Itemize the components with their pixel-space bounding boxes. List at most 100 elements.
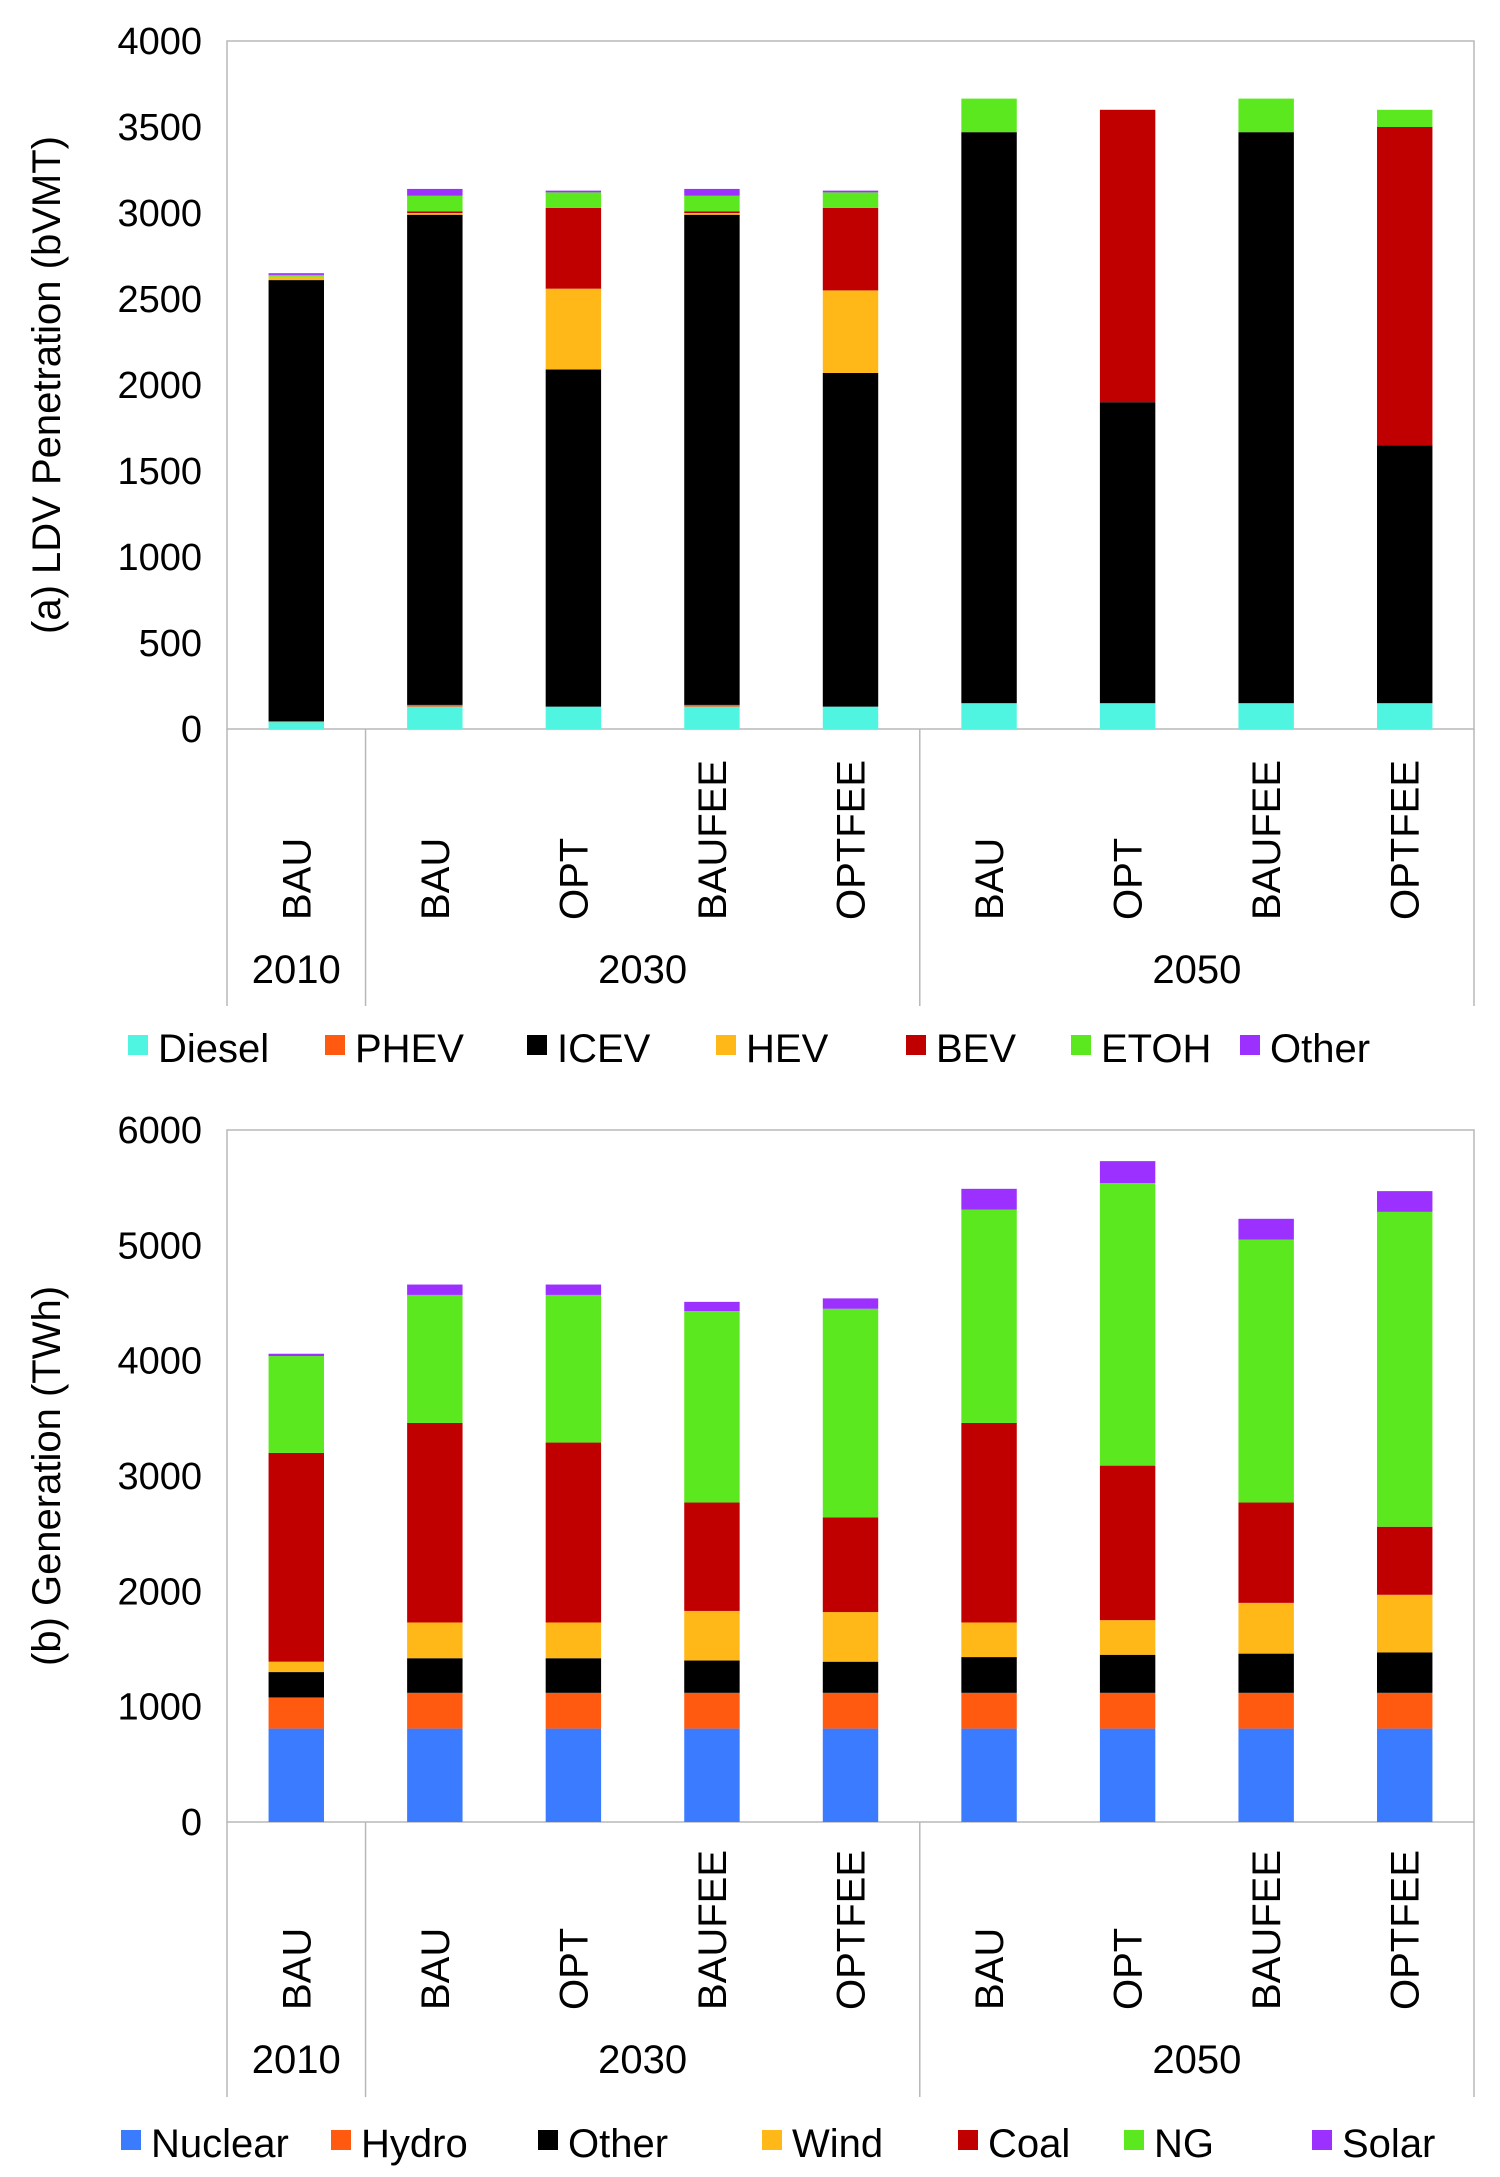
bar-segment-nuclear [822, 1728, 879, 1822]
legend-swatch [527, 1035, 547, 1055]
y-tick-label: 6000 [117, 1110, 202, 1152]
legend-label: ETOH [1101, 1027, 1211, 1071]
bar-segment-nuclear [1238, 1728, 1294, 1822]
bar-segment-ng [407, 1294, 463, 1423]
bar-segment-coal [961, 1422, 1017, 1623]
bar-segment-other [545, 190, 602, 193]
y-tick-label: 1000 [117, 1687, 202, 1729]
bar-segment-nuclear [684, 1728, 740, 1822]
legend-swatch [325, 1035, 345, 1055]
bar-segment-wind [684, 1610, 740, 1661]
legend-label: Hydro [361, 2122, 468, 2166]
bar-segment-diesel [1377, 703, 1433, 729]
bar-segment-ng [822, 1308, 879, 1518]
x-category-label: OPT [552, 1928, 596, 2010]
bar-segment-solar [268, 1353, 324, 1357]
legend-swatch [1240, 1035, 1260, 1055]
y-tick-label: 0 [181, 1802, 202, 1844]
legend-swatch [958, 2130, 978, 2150]
legend-swatch [1124, 2130, 1144, 2150]
y-tick-label: 5000 [117, 1225, 202, 1267]
y-tick-label: 1500 [117, 451, 202, 493]
legend-swatch [716, 1035, 736, 1055]
legend-swatch [1312, 2130, 1332, 2150]
bar-segment-coal [1377, 1526, 1433, 1595]
bar-segment-coal [1238, 1502, 1294, 1603]
legend-swatch [331, 2130, 351, 2150]
bar-segment-etoh [961, 98, 1017, 133]
bar-segment-coal [268, 1452, 324, 1662]
bar-segment-solar [407, 1284, 463, 1295]
bar-segment-solar [1238, 1218, 1294, 1240]
x-category-label: BAU [275, 1928, 319, 2010]
bar-segment-phev [684, 704, 740, 707]
legend-label: Diesel [158, 1027, 269, 1071]
bar-segment-ng [268, 1356, 324, 1453]
bar-segment-ng [961, 1209, 1017, 1423]
bar-segment-bev [407, 211, 463, 213]
bar-segment-icev [684, 214, 740, 705]
x-group-label: 2010 [252, 948, 341, 992]
bar-segment-wind [822, 1612, 879, 1662]
y-tick-label: 3000 [117, 193, 202, 235]
bar-segment-hydro [1099, 1692, 1156, 1729]
bar-segment-hev [268, 276, 324, 281]
x-category-label: BAU [275, 838, 319, 920]
y-axis-title: (a) LDV Penetration (bVMT) [25, 136, 69, 634]
bar-segment-solar [1377, 1191, 1433, 1212]
y-tick-label: 500 [139, 623, 202, 665]
y-tick-label: 3500 [117, 107, 202, 149]
bar-segment-icev [545, 369, 602, 707]
y-tick-label: 2500 [117, 279, 202, 321]
bar-segment-etoh [407, 195, 463, 212]
bar-segment-icev [1099, 402, 1156, 704]
bar-segment-bev [684, 211, 740, 213]
bar-segment-hydro [407, 1692, 463, 1729]
y-tick-label: 4000 [117, 21, 202, 63]
x-group-label: 2050 [1152, 948, 1241, 992]
bar-segment-solar [684, 1301, 740, 1312]
bar-segment-icev [961, 132, 1017, 704]
x-category-label: BAU [968, 1928, 1012, 2010]
y-tick-label: 2000 [117, 365, 202, 407]
legend-swatch [121, 2130, 141, 2150]
bar-segment-solar [1099, 1161, 1156, 1184]
bar-segment-etoh [684, 195, 740, 212]
bar-segment-coal [545, 1442, 602, 1623]
bar-segment-hydro [961, 1692, 1017, 1729]
bar-segment-hev [822, 290, 879, 373]
bar-segment-wind [268, 1661, 324, 1673]
bar-segment-phev [268, 721, 324, 723]
y-tick-label: 3000 [117, 1456, 202, 1498]
bar-segment-other [268, 273, 324, 275]
bar-segment-solar [545, 1284, 602, 1295]
bar-segment-wind [1099, 1620, 1156, 1655]
bar-segment-etoh [1377, 109, 1433, 127]
bar-segment-nuclear [1099, 1728, 1156, 1822]
bar-segment-solar [822, 1298, 879, 1309]
bar-segment-wind [1238, 1602, 1294, 1654]
x-category-label: OPTFEE [1384, 760, 1428, 920]
legend-swatch [128, 1035, 148, 1055]
bar-segment-hydro [268, 1697, 324, 1729]
bar-segment-etoh [545, 192, 602, 208]
x-category-label: BAUFEE [1245, 1850, 1289, 2010]
bar-segment-hev [407, 213, 463, 215]
bar-segment-etoh [1238, 98, 1294, 133]
bar-segment-hydro [1377, 1692, 1433, 1729]
x-category-label: OPTFEE [830, 760, 874, 920]
bar-segment-bev [1099, 109, 1156, 403]
legend-label: HEV [746, 1027, 829, 1071]
x-category-label: BAUFEE [691, 760, 735, 920]
bar-segment-other [822, 1661, 879, 1693]
legend-label: BEV [936, 1027, 1016, 1071]
legend-swatch [906, 1035, 926, 1055]
bar-segment-nuclear [961, 1728, 1017, 1822]
y-tick-label: 0 [181, 709, 202, 751]
x-category-label: BAU [414, 838, 458, 920]
bar-segment-other [545, 1658, 602, 1693]
bar-segment-other [1238, 1653, 1294, 1693]
bar-segment-hydro [684, 1692, 740, 1729]
legend-label: Wind [792, 2122, 883, 2166]
y-axis-title: (b) Generation (TWh) [25, 1286, 69, 1666]
